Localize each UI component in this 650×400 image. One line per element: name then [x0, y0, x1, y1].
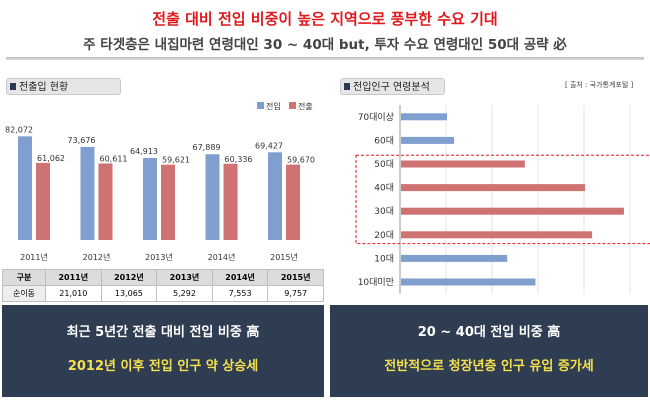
chart-legend: 전입 전출 — [257, 101, 313, 111]
table-cell: 21,010 — [45, 285, 102, 302]
chart-gridlines — [399, 105, 631, 294]
page-headline: 전출 대비 전입 비중이 높은 지역으로 풍부한 수요 기대 — [152, 10, 498, 28]
bar — [98, 163, 113, 240]
right-summary-line-1: 20 ~ 40대 전입 비중 高 — [417, 325, 561, 340]
highlight-frame — [355, 154, 650, 245]
right-panel-title-text: 전입인구 연령분석 — [353, 82, 430, 93]
table-header-cell: 2015년 — [267, 269, 324, 286]
legend-label: 전출 — [298, 101, 313, 111]
table-cell: 7,553 — [211, 285, 269, 302]
data-label: 61,062 — [37, 154, 65, 163]
bullet-icon — [10, 83, 16, 90]
category-label: 70대이상 — [358, 112, 394, 123]
age-hbar-chart: 70대이상 60대 50대 40대 30대 20대 10대 10대미만 — [355, 105, 650, 294]
left-panel-title: 전출입 현황 — [6, 78, 121, 95]
hbar — [401, 136, 455, 144]
hbar — [401, 113, 447, 121]
data-label: 59,670 — [287, 156, 315, 165]
table-header-cell: 2014년 — [211, 269, 269, 286]
legend-swatch — [289, 102, 296, 109]
category-label: 2015년 — [270, 252, 298, 262]
bar — [268, 152, 282, 240]
category-label: 2011년 — [20, 252, 48, 262]
hbar — [401, 160, 525, 168]
hbar — [401, 231, 593, 239]
table-header-row: 구분 2011년 2012년 2013년 2014년 2015년 — [2, 269, 324, 286]
category-label: 20대 — [374, 230, 394, 241]
hbar — [401, 278, 536, 286]
bullet-icon — [344, 83, 350, 90]
data-label: 60,336 — [225, 155, 253, 164]
category-label: 10대미만 — [358, 277, 394, 288]
right-summary-box: 20 ~ 40대 전입 비중 高 전반적으로 청장년층 인구 유입 증가세 — [330, 305, 648, 397]
data-label: 64,913 — [130, 147, 158, 156]
left-summary-line-1: 최근 5년간 전출 대비 전입 비중 高 — [66, 325, 260, 340]
bar — [80, 146, 95, 240]
right-panel-title: 전입인구 연령분석 — [340, 78, 445, 95]
bar — [223, 163, 238, 240]
bar — [205, 154, 220, 240]
category-label: 2014년 — [208, 252, 236, 262]
legend-label: 전입 — [266, 101, 281, 111]
table-cell: 13,065 — [100, 285, 158, 302]
data-label: 73,676 — [68, 136, 96, 145]
data-label: 60,611 — [100, 154, 128, 163]
legend-swatch — [257, 102, 264, 109]
data-label: 67,889 — [193, 143, 221, 152]
table-header-cell: 2012년 — [100, 269, 158, 286]
bar — [18, 136, 32, 240]
table-cell: 9,757 — [267, 285, 324, 302]
category-label: 50대 — [374, 159, 394, 170]
left-summary-box: 최근 5년간 전출 대비 전입 비중 高 2012년 이후 전입 인구 약 상승… — [2, 305, 324, 397]
table-header-cell: 2011년 — [45, 269, 102, 286]
table-row: 순이동 21,010 13,065 5,292 7,553 9,757 — [2, 285, 324, 302]
bar — [161, 164, 175, 240]
header-separator — [6, 57, 644, 60]
net-migration-table: 구분 2011년 2012년 2013년 2014년 2015년 순이동 21,… — [2, 269, 324, 302]
table-header-label: 구분 — [2, 269, 46, 286]
page-subheadline: 주 타겟층은 내집마련 연령대인 30 ~ 40대 but, 투자 수요 연령대… — [83, 37, 567, 53]
left-summary-line-2: 2012년 이후 전입 인구 약 상승세 — [67, 359, 259, 374]
data-label: 59,621 — [162, 156, 190, 165]
hbar — [401, 184, 585, 192]
category-label: 2013년 — [145, 252, 173, 262]
hbar — [401, 207, 624, 215]
hbar-marks: 70대이상 60대 50대 40대 30대 20대 10대 10대미만 — [355, 112, 650, 288]
right-summary-line-2: 전반적으로 청장년층 인구 유입 증가세 — [384, 359, 594, 374]
table-cell: 5,292 — [156, 285, 213, 302]
category-label: 10대 — [374, 253, 394, 264]
bar — [286, 164, 300, 240]
left-panel-title-text: 전출입 현황 — [19, 82, 69, 93]
source-note: [ 출처 : 국가통계포털 ] — [565, 81, 634, 89]
category-label: 40대 — [374, 183, 394, 194]
data-label: 69,427 — [255, 141, 283, 150]
bar — [36, 162, 50, 240]
migration-bar-chart: 전입 전출 82,072 61,062 2011년 73,676 60,611 2012년 6… — [5, 101, 315, 262]
bar — [143, 158, 157, 240]
table-row-label: 순이동 — [2, 285, 46, 302]
hbar — [401, 254, 508, 262]
category-label: 2012년 — [83, 252, 111, 262]
data-label: 82,072 — [5, 125, 33, 134]
category-label: 60대 — [374, 135, 394, 146]
table-header-cell: 2013년 — [156, 269, 213, 286]
category-label: 30대 — [374, 206, 394, 217]
bar-marks: 82,072 61,062 2011년 73,676 60,611 2012년 64,913… — [5, 125, 315, 262]
